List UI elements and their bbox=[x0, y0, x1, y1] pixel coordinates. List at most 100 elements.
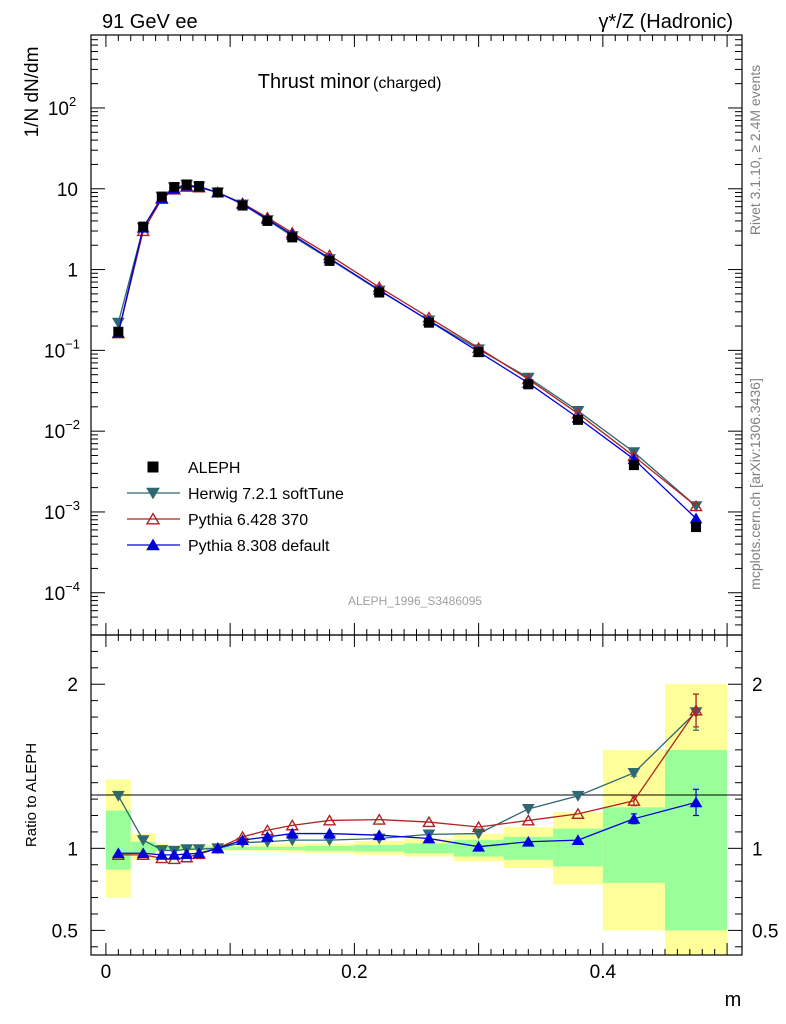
ratio-point bbox=[372, 813, 386, 825]
data-point bbox=[138, 221, 149, 232]
stat-band bbox=[105, 810, 131, 870]
x-tick-label: 0.4 bbox=[590, 962, 617, 983]
data-point bbox=[287, 232, 298, 243]
ratio-point bbox=[627, 767, 641, 779]
data-point bbox=[573, 414, 584, 425]
data-point bbox=[628, 460, 639, 471]
series-aleph bbox=[113, 179, 702, 533]
data-point bbox=[423, 317, 434, 328]
ratio-panel: 0 0.2 0.4 0.5 0.5 1 1 2 2 Ratio to ALEPH m bbox=[23, 634, 778, 1011]
data-point bbox=[194, 181, 205, 192]
ratio-point bbox=[627, 794, 641, 806]
data-point bbox=[691, 522, 702, 533]
legend-label: Pythia 6.428 370 bbox=[188, 512, 308, 529]
legend-marker bbox=[147, 461, 159, 473]
stat-band bbox=[404, 843, 454, 854]
stat-band bbox=[254, 846, 280, 850]
y-tick-label: 102 bbox=[48, 94, 76, 120]
series-line bbox=[117, 186, 697, 507]
y-tick-label-right: 2 bbox=[752, 675, 763, 696]
ratio-point bbox=[521, 835, 535, 847]
ratio-point bbox=[422, 815, 436, 828]
ratio-y-axis-label: Ratio to ALEPH bbox=[23, 743, 40, 847]
legend-marker bbox=[145, 512, 161, 525]
x-axis-label: m bbox=[725, 989, 742, 1011]
y-tick-label: 10 bbox=[57, 180, 78, 201]
main-title: Thrust minor bbox=[258, 71, 371, 93]
data-point bbox=[156, 191, 167, 202]
y-tick-label: 2 bbox=[67, 675, 78, 696]
legend-label: ALEPH bbox=[188, 460, 240, 477]
header-left: 91 GeV ee bbox=[102, 11, 198, 33]
ratio-point bbox=[192, 847, 206, 859]
data-point bbox=[689, 499, 703, 512]
ratio-point bbox=[323, 827, 336, 839]
y-tick-label: 10−1 bbox=[44, 336, 80, 362]
y-tick-label: 10−3 bbox=[44, 498, 80, 524]
ratio-point bbox=[136, 847, 150, 859]
data-point bbox=[374, 287, 385, 298]
data-point bbox=[181, 179, 192, 190]
x-tick-label: 0.2 bbox=[341, 962, 367, 983]
series-line bbox=[117, 184, 697, 507]
legend-marker bbox=[146, 487, 160, 500]
y-tick-label: 1 bbox=[67, 261, 78, 282]
ratio-point bbox=[689, 796, 703, 808]
legend-label: Herwig 7.2.1 softTune bbox=[188, 486, 344, 503]
mcplots-reference-label: mcplots.cern.ch [arXiv:1306.3436] bbox=[747, 378, 763, 590]
ratio-series-pythia-8-308-default bbox=[111, 788, 703, 860]
main-panel: Thrust minor (charged) ALEPH_1996_S34860… bbox=[22, 34, 743, 636]
rivet-version-label: Rivet 3.1.10, ≥ 2.4M events bbox=[747, 65, 763, 235]
main-title-suffix: (charged) bbox=[373, 75, 441, 92]
analysis-watermark: ALEPH_1996_S3486095 bbox=[348, 594, 482, 608]
stat-band bbox=[279, 846, 305, 850]
y-tick-label-right: 0.5 bbox=[752, 921, 778, 942]
ratio-point bbox=[521, 814, 536, 826]
ratio-point bbox=[261, 830, 274, 842]
ratio-point bbox=[211, 842, 225, 854]
legend-marker bbox=[146, 538, 160, 551]
ratio-point bbox=[322, 814, 337, 826]
y-tick-label: 0.5 bbox=[52, 921, 78, 942]
ratio-point bbox=[236, 834, 249, 846]
stat-band bbox=[304, 845, 355, 851]
stat-band bbox=[354, 845, 405, 852]
ratio-plot-frame bbox=[90, 634, 743, 956]
ratio-point bbox=[521, 804, 535, 815]
ratio-point bbox=[180, 848, 194, 859]
ratio-point bbox=[422, 832, 436, 844]
ratio-point bbox=[571, 790, 585, 802]
ratio-point bbox=[571, 807, 585, 819]
header-right: γ*/Z (Hadronic) bbox=[599, 11, 733, 33]
y-tick-label-right: 1 bbox=[752, 839, 763, 860]
data-point bbox=[473, 347, 484, 358]
ratio-point bbox=[111, 847, 125, 859]
stat-band bbox=[664, 749, 728, 931]
data-point bbox=[262, 215, 273, 226]
ratio-point bbox=[111, 790, 125, 802]
data-point bbox=[237, 200, 248, 211]
ratio-point bbox=[471, 820, 486, 833]
data-point bbox=[169, 182, 180, 193]
ratio-point bbox=[472, 840, 485, 852]
ratio-point bbox=[372, 829, 386, 841]
y-tick-label: 1 bbox=[67, 839, 78, 860]
ratio-point bbox=[167, 848, 181, 860]
ratio-point bbox=[627, 812, 641, 824]
ratio-point bbox=[285, 827, 299, 839]
main-y-axis-label: 1/N dN/dm bbox=[22, 47, 43, 138]
ratio-point bbox=[571, 834, 585, 846]
x-tick-label: 0 bbox=[101, 962, 112, 983]
data-point bbox=[113, 326, 124, 337]
ratio-point bbox=[136, 835, 150, 847]
data-point bbox=[324, 255, 335, 266]
y-tick-label: 10−4 bbox=[44, 579, 80, 605]
legend: ALEPH Herwig 7.2.1 softTune Pythia 6.428 3… bbox=[127, 460, 344, 555]
ratio-point bbox=[689, 704, 703, 716]
data-point bbox=[523, 379, 534, 390]
y-tick-label: 10−2 bbox=[44, 417, 80, 443]
data-point bbox=[212, 187, 223, 198]
ratio-point bbox=[155, 848, 169, 860]
legend-label: Pythia 8.308 default bbox=[188, 538, 330, 555]
